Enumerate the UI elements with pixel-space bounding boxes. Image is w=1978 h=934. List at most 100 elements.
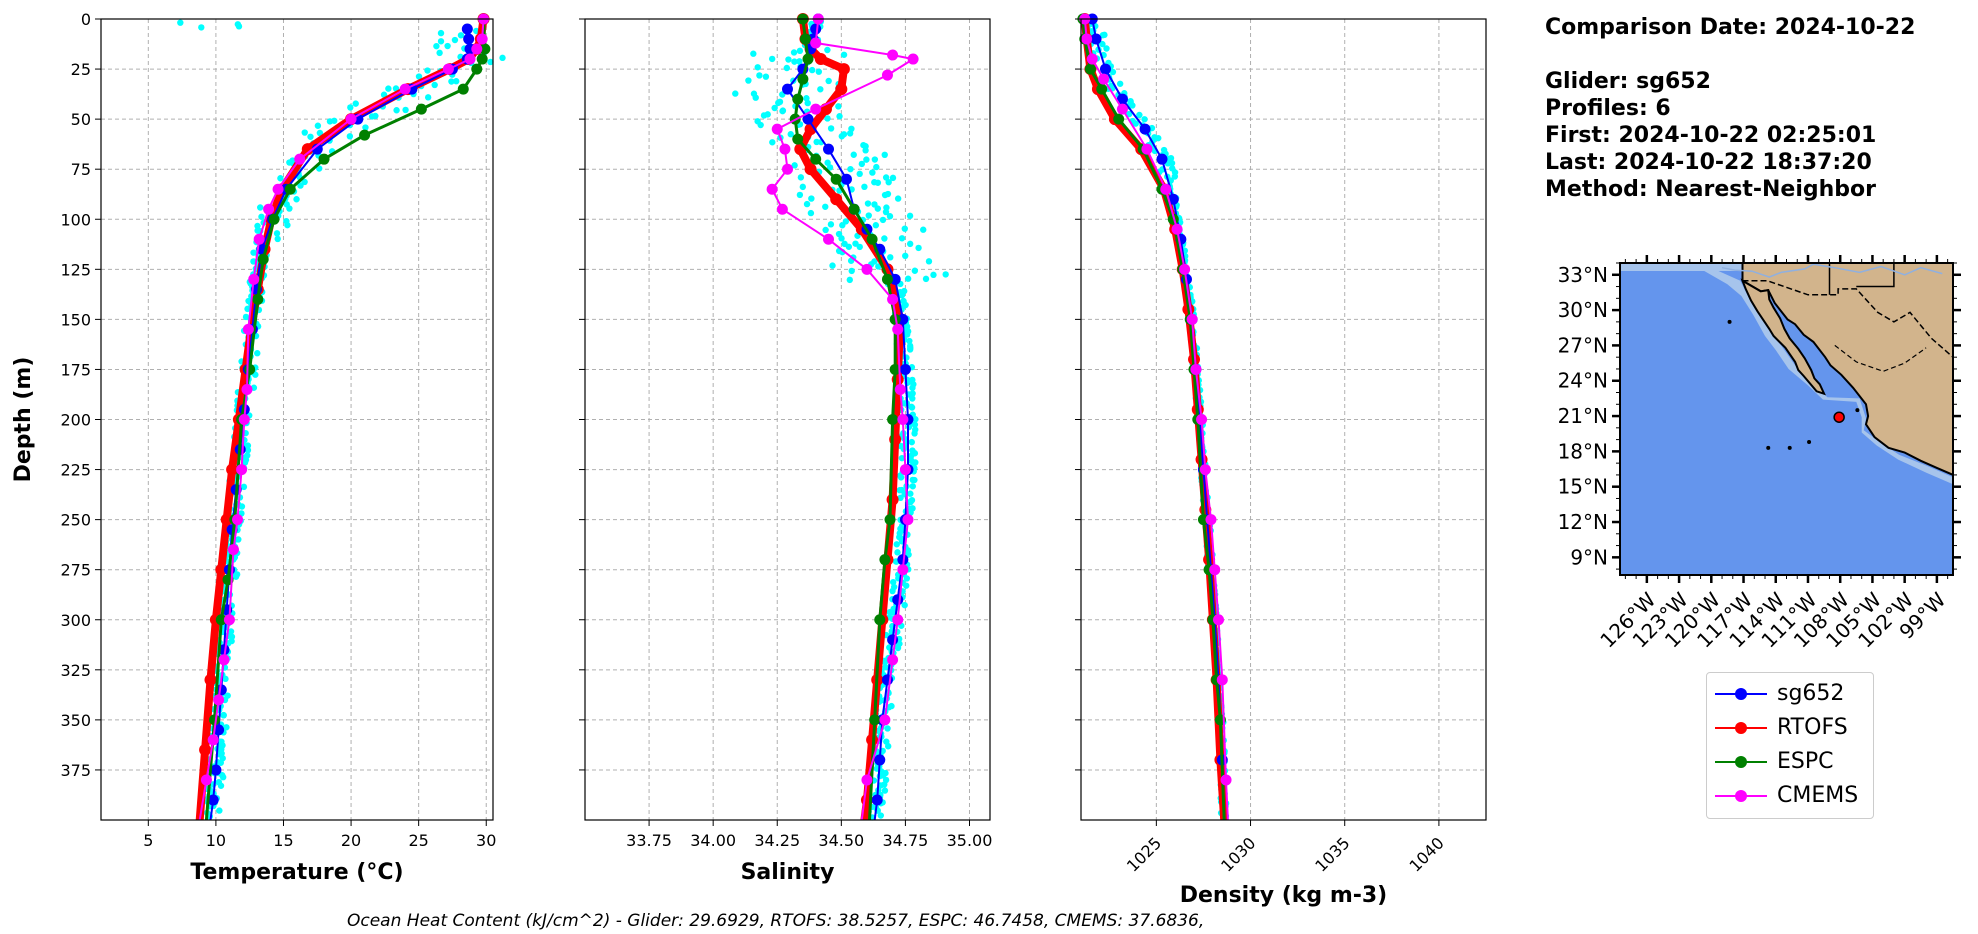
cast-point bbox=[889, 587, 896, 595]
point-espc bbox=[879, 554, 891, 566]
cast-point bbox=[907, 490, 914, 497]
cast-point bbox=[893, 541, 900, 548]
point-cmems bbox=[476, 33, 488, 45]
cast-point bbox=[901, 225, 908, 232]
series-line-sg652 bbox=[209, 28, 471, 821]
cast-point bbox=[884, 725, 891, 732]
point-rtofs bbox=[804, 163, 817, 176]
lat-tick-label: 15°N bbox=[1558, 475, 1608, 499]
cast-point bbox=[824, 115, 831, 122]
cast-point bbox=[911, 267, 919, 274]
cast-point bbox=[316, 165, 323, 172]
cast-point bbox=[904, 275, 912, 282]
cast-point bbox=[762, 73, 770, 80]
point-rtofs bbox=[301, 143, 314, 156]
cast-point bbox=[745, 77, 752, 84]
cast-point bbox=[424, 94, 432, 101]
cast-point bbox=[909, 483, 916, 490]
cast-point bbox=[1099, 32, 1107, 39]
cast-point bbox=[848, 267, 855, 275]
point-cmems bbox=[879, 714, 891, 726]
cast-point bbox=[368, 113, 376, 120]
cast-point bbox=[902, 301, 909, 309]
lat-tick-label: 9°N bbox=[1570, 545, 1608, 569]
point-espc bbox=[884, 514, 896, 526]
temperature-panel: 0 25 50 75 100 125 150 175 200 225 250 275 300 325 350… bbox=[11, 10, 506, 885]
cast-point bbox=[906, 240, 914, 248]
cast-point bbox=[884, 743, 892, 750]
legend-label: sg652 bbox=[1777, 681, 1845, 706]
cast-point bbox=[911, 430, 918, 437]
cast-point bbox=[813, 138, 820, 146]
national-border bbox=[1742, 279, 1953, 358]
cast-point bbox=[776, 98, 784, 106]
point-sg652 bbox=[215, 684, 227, 696]
point-cmems bbox=[1190, 363, 1202, 375]
cast-point bbox=[912, 416, 919, 423]
cast-point bbox=[346, 133, 354, 140]
y-tick-label: 375 bbox=[60, 761, 91, 780]
grid bbox=[101, 18, 493, 820]
glider-id: Glider: sg652 bbox=[1545, 69, 1711, 94]
point-sg652 bbox=[1167, 193, 1179, 205]
cast-point bbox=[771, 104, 778, 112]
series-espc bbox=[204, 13, 491, 821]
x-tick-label: 30 bbox=[476, 831, 496, 850]
point-sg652 bbox=[874, 754, 886, 766]
point-sg652 bbox=[899, 363, 911, 375]
point-cmems bbox=[471, 43, 483, 55]
cast-point bbox=[897, 494, 904, 502]
cast-point bbox=[1116, 80, 1124, 87]
cast-point bbox=[286, 205, 293, 212]
point-cmems bbox=[442, 63, 454, 75]
cast-point bbox=[779, 107, 787, 114]
point-cmems bbox=[1171, 223, 1183, 235]
point-cmems bbox=[894, 383, 906, 395]
point-cmems bbox=[1086, 53, 1098, 65]
cast-point bbox=[750, 50, 757, 57]
cast-point bbox=[862, 147, 869, 154]
point-cmems bbox=[810, 103, 822, 115]
point-cmems bbox=[810, 37, 822, 49]
point-espc bbox=[1113, 113, 1125, 125]
state-boundary bbox=[1834, 344, 1927, 372]
point-rtofs bbox=[226, 463, 239, 476]
cast-point bbox=[909, 395, 916, 402]
cast-point bbox=[838, 235, 845, 242]
legend-label: CMEMS bbox=[1777, 783, 1859, 808]
point-espc bbox=[887, 414, 899, 425]
x-tick-label: 25 bbox=[408, 831, 428, 850]
point-sg652 bbox=[810, 23, 822, 35]
y-tick-label: 275 bbox=[60, 561, 91, 580]
cast-point bbox=[885, 178, 892, 186]
cast-point bbox=[894, 644, 902, 652]
x-tick-label: 1035 bbox=[1311, 833, 1353, 875]
island bbox=[1807, 439, 1812, 444]
point-cmems bbox=[1179, 263, 1191, 275]
cast-point bbox=[385, 85, 392, 92]
point-sg652 bbox=[892, 594, 904, 606]
legend-swatch-espc bbox=[1715, 756, 1767, 768]
x-tick-label: 5 bbox=[143, 831, 153, 850]
x-axis-label: Temperature (°C) bbox=[190, 860, 403, 885]
y-tick-label: 0 bbox=[81, 10, 91, 29]
point-cmems bbox=[897, 414, 909, 425]
point-espc bbox=[792, 93, 804, 105]
x-tick-label: 33.75 bbox=[626, 831, 672, 850]
cast-point bbox=[920, 226, 927, 233]
last-time: Last: 2024-10-22 18:37:20 bbox=[1545, 150, 1872, 175]
cast-point bbox=[785, 56, 792, 63]
cast-point bbox=[1099, 40, 1106, 48]
grid bbox=[585, 18, 990, 820]
point-cmems bbox=[242, 323, 254, 335]
cast-point bbox=[871, 156, 879, 163]
cast-point bbox=[424, 67, 431, 74]
grid bbox=[1081, 18, 1486, 820]
cast-point bbox=[808, 66, 816, 74]
cast-point bbox=[863, 156, 870, 163]
cast-point bbox=[847, 165, 854, 173]
point-cmems bbox=[464, 53, 476, 65]
first-time: First: 2024-10-22 02:25:01 bbox=[1545, 123, 1877, 148]
y-tick-label: 250 bbox=[60, 511, 91, 530]
legend-label: ESPC bbox=[1777, 749, 1834, 774]
